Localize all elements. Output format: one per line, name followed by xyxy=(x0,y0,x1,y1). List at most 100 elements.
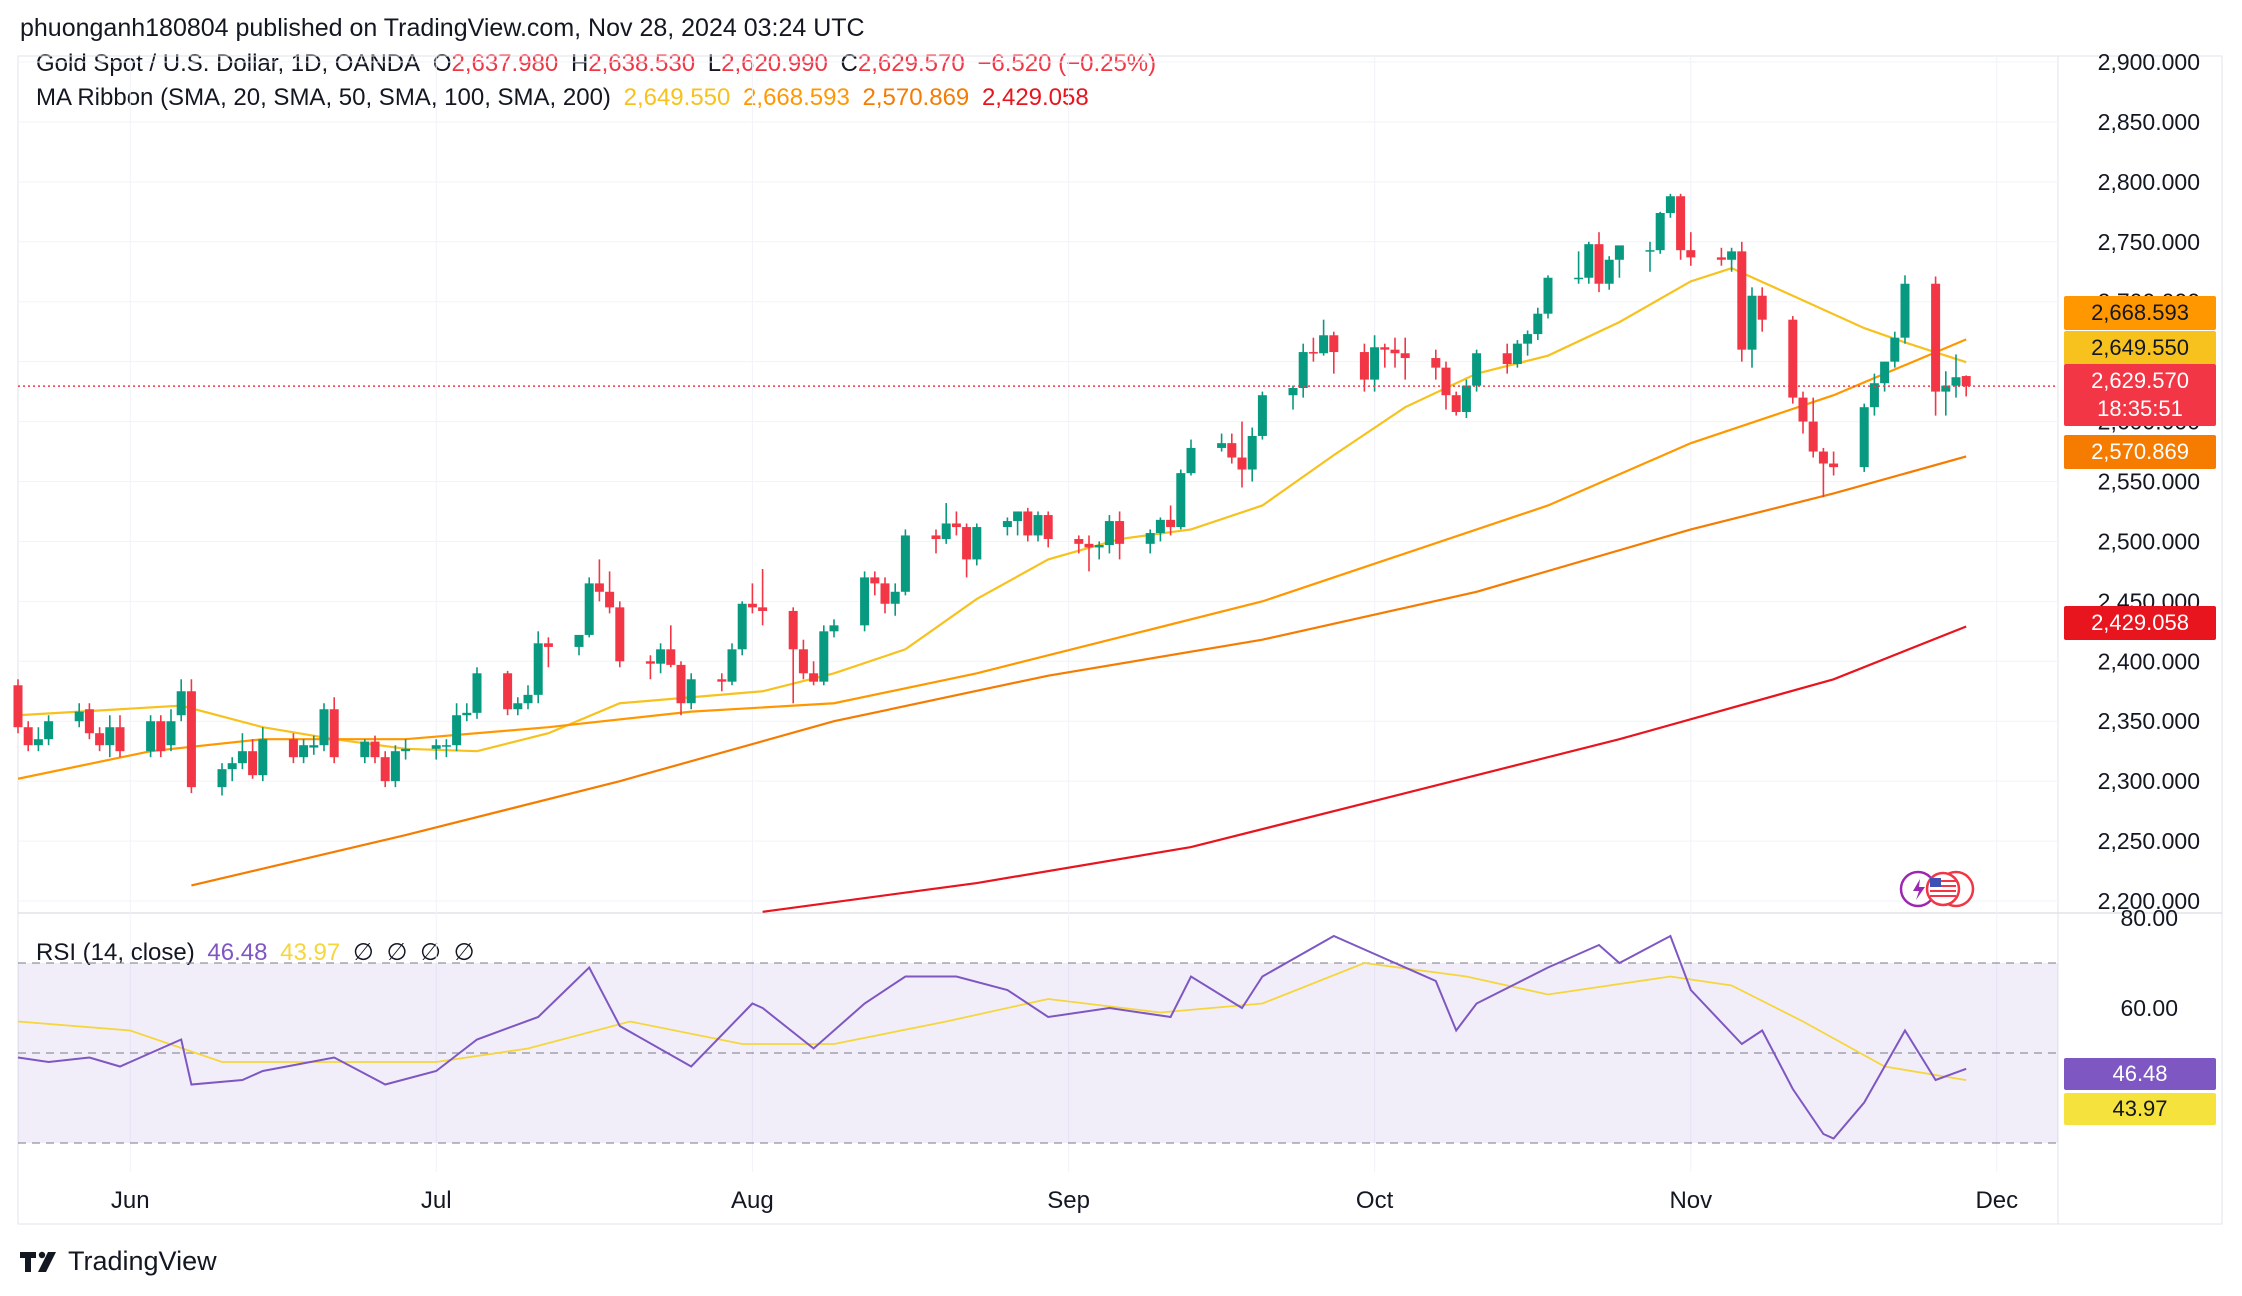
close-value: 2,629.570 xyxy=(857,50,965,77)
candle-body xyxy=(1818,451,1828,464)
candle-body xyxy=(176,691,186,716)
rsi-title[interactable]: RSI (14, close) xyxy=(36,939,195,966)
candle-body xyxy=(717,679,727,682)
candle-body xyxy=(1023,511,1033,536)
lightning-glyph xyxy=(1913,879,1925,900)
candle-body xyxy=(513,703,523,710)
candle-body xyxy=(431,745,441,749)
candle-body xyxy=(186,691,196,788)
candle-body xyxy=(1604,259,1614,284)
sma100-price-label: 2,570.869 xyxy=(2064,435,2216,469)
candle-body xyxy=(880,583,890,604)
price-tick-label: 2,550.000 xyxy=(2098,469,2200,495)
open-label: O xyxy=(432,50,452,77)
candle-body xyxy=(533,643,543,695)
candle-body xyxy=(84,709,94,734)
ma-ribbon-title[interactable]: MA Ribbon (SMA, 20, SMA, 50, SMA, 100, S… xyxy=(36,84,611,111)
candle-body xyxy=(1655,213,1665,251)
candle-body xyxy=(1859,407,1869,468)
candle-body xyxy=(1665,196,1675,214)
low-label: L xyxy=(707,50,722,77)
tradingview-brand[interactable]: TradingView xyxy=(20,1246,217,1277)
candle-body xyxy=(1798,397,1808,422)
candle-body xyxy=(900,535,910,592)
candle-body xyxy=(441,745,451,747)
rsi-legend: RSI (14, close) 46.48 43.97 ∅ ∅ ∅ ∅ xyxy=(36,938,481,967)
price-tick-label: 2,200.000 xyxy=(2098,888,2200,914)
candle-body xyxy=(23,727,33,746)
us-flag-event-icon xyxy=(1925,871,1961,907)
candle-body xyxy=(584,583,594,635)
ma-value-sma100: 2,570.869 xyxy=(862,84,970,111)
candle-body xyxy=(1002,521,1012,528)
countdown-text: 18:35:51 xyxy=(2097,396,2183,421)
candle-body xyxy=(105,727,115,746)
symbol-title[interactable]: Gold Spot / U.S. Dollar, 1D, OANDA xyxy=(36,50,421,77)
candle-body xyxy=(1737,251,1747,350)
candle-body xyxy=(452,715,462,746)
time-tick-label: Jun xyxy=(111,1187,150,1214)
candle-body xyxy=(1104,521,1114,546)
candle-body xyxy=(1298,352,1308,389)
candle-body xyxy=(615,607,625,662)
open-value: 2,637.980 xyxy=(451,50,559,77)
ma-value-sma20: 2,649.550 xyxy=(623,84,731,111)
brand-name: TradingView xyxy=(68,1246,217,1276)
candle-body xyxy=(1084,543,1094,548)
candle-body xyxy=(1033,515,1043,536)
candle-body xyxy=(360,741,370,758)
candle-body xyxy=(217,769,227,788)
time-tick-label: Sep xyxy=(1047,1187,1090,1214)
candle-body xyxy=(1431,358,1441,368)
candle-body xyxy=(656,649,666,664)
candle-body xyxy=(1461,385,1471,412)
candle-body xyxy=(1308,352,1318,354)
candle-body xyxy=(1880,361,1890,384)
candle-body xyxy=(1869,383,1879,408)
candle-body xyxy=(1686,250,1696,258)
rsi-empty-mark: ∅ xyxy=(453,939,475,966)
candle-body xyxy=(1574,277,1584,280)
candle-body xyxy=(737,603,747,650)
candle-body xyxy=(1931,283,1941,392)
candle-body xyxy=(1451,395,1461,412)
candle-body xyxy=(1247,435,1257,470)
rsi-empty-mark: ∅ xyxy=(352,939,374,966)
publisher-header: phuonganh180804 published on TradingView… xyxy=(20,14,865,42)
rsi-legend-value: 46.48 xyxy=(207,939,268,966)
price-tick-label: 2,250.000 xyxy=(2098,828,2200,854)
candle-body xyxy=(1594,244,1604,284)
candle-body xyxy=(941,523,951,540)
candle-body xyxy=(1288,388,1298,396)
candle-body xyxy=(503,673,513,710)
candle-body xyxy=(809,673,819,682)
candle-body xyxy=(1951,377,1961,386)
symbol-legend: Gold Spot / U.S. Dollar, 1D, OANDA O2,63… xyxy=(36,50,1162,78)
candle-body xyxy=(594,583,604,592)
candle-body xyxy=(1013,511,1023,522)
candle-body xyxy=(1227,443,1237,458)
price-tick-label: 2,800.000 xyxy=(2098,169,2200,195)
candle-body xyxy=(543,643,553,647)
change-value: −6.520 (−0.25%) xyxy=(977,50,1157,77)
rsi-ma-line xyxy=(17,962,1967,1082)
candle-body xyxy=(309,745,319,748)
candle-body xyxy=(1890,337,1900,362)
candle-body xyxy=(462,712,472,716)
candle-body xyxy=(166,721,176,746)
candle-body xyxy=(115,727,125,752)
candle-body xyxy=(1941,385,1951,392)
rsi-tick-label: 80.00 xyxy=(2120,905,2178,931)
price-tick-label: 2,900.000 xyxy=(2098,49,2200,75)
time-tick-label: Oct xyxy=(1356,1187,1394,1214)
candle-body xyxy=(1523,334,1533,344)
candle-body xyxy=(686,679,696,704)
rsi-empty-mark: ∅ xyxy=(420,939,441,966)
close-label: C xyxy=(840,50,858,77)
candle-body xyxy=(860,577,870,626)
candle-body xyxy=(13,685,23,728)
candle-body xyxy=(380,757,390,782)
candle-body xyxy=(1166,519,1176,528)
rsi-tick-label: 60.00 xyxy=(2120,995,2178,1021)
